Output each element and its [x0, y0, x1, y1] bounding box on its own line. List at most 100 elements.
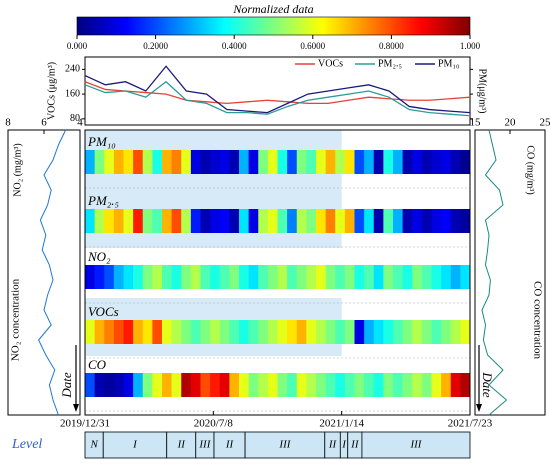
heat-cell	[171, 209, 182, 233]
heat-cell	[296, 209, 307, 233]
heat-cell	[373, 150, 384, 174]
heat-cell	[344, 320, 355, 344]
heat-cell	[123, 373, 134, 397]
heat-cell	[258, 150, 269, 174]
heat-cell	[190, 373, 201, 397]
heat-cell	[431, 373, 442, 397]
y-tick-label: 240	[65, 64, 80, 75]
heat-cell	[229, 150, 240, 174]
heat-cell	[171, 150, 182, 174]
heat-cell	[306, 373, 317, 397]
y2-axis-label: PM(μg/m³)	[477, 68, 488, 113]
legend-label: PM₂.₅	[378, 58, 402, 69]
heat-cell	[306, 320, 317, 344]
heat-cell	[181, 265, 192, 289]
x-tick-label: 2020/7/8	[194, 418, 234, 430]
plot-frame	[84, 56, 471, 126]
heat-cell	[402, 373, 413, 397]
heat-cell	[373, 320, 384, 344]
heat-cell	[393, 209, 404, 233]
segment-label: II	[177, 439, 187, 451]
heat-cell	[354, 265, 365, 289]
segment-label: I	[341, 439, 347, 451]
heat-cell	[450, 150, 461, 174]
heat-cell	[133, 373, 144, 397]
heat-cell	[200, 373, 211, 397]
annotation: CO concentration	[531, 281, 543, 359]
heat-cell	[85, 373, 96, 397]
heat-cell	[296, 150, 307, 174]
heat-cell	[441, 209, 452, 233]
heat-cell	[142, 209, 153, 233]
heat-cell	[181, 373, 192, 397]
heat-cell	[94, 150, 105, 174]
tick-label: 0.2000	[143, 41, 168, 51]
heat-cell	[210, 265, 221, 289]
heat-cell	[450, 373, 461, 397]
heat-cell	[94, 373, 105, 397]
heat-cell	[335, 265, 346, 289]
heat-cell	[277, 373, 288, 397]
heat-cell	[258, 209, 269, 233]
heat-cell	[181, 150, 192, 174]
heat-cell	[402, 265, 413, 289]
heat-cell	[431, 265, 442, 289]
heat-cell	[364, 209, 375, 233]
row-label: NO₂	[87, 249, 111, 264]
heat-cell	[239, 373, 250, 397]
x-tick-label: 6	[41, 117, 47, 129]
heat-cell	[306, 150, 317, 174]
heat-cell	[190, 209, 201, 233]
x-tick-label: 2021/1/14	[319, 418, 364, 430]
heat-cell	[239, 150, 250, 174]
heat-cell	[421, 150, 432, 174]
row-label: PM₂.₅	[87, 193, 119, 208]
heat-cell	[277, 150, 288, 174]
heat-cell	[104, 320, 115, 344]
segment-label: N	[89, 439, 98, 451]
heat-cell	[277, 209, 288, 233]
level-segment	[244, 431, 326, 459]
heat-cell	[441, 320, 452, 344]
heat-cell	[325, 373, 336, 397]
series-line	[84, 80, 471, 117]
heat-cell	[123, 265, 134, 289]
row-label: CO	[88, 357, 107, 372]
heat-cell	[402, 320, 413, 344]
heat-cell	[316, 209, 327, 233]
heat-cell	[142, 265, 153, 289]
heat-cell	[219, 150, 230, 174]
heat-cell	[412, 265, 423, 289]
heat-cell	[219, 265, 230, 289]
level-segment	[166, 431, 197, 459]
heat-cell	[344, 373, 355, 397]
heat-cell	[210, 209, 221, 233]
heat-cell	[287, 373, 298, 397]
heat-cell	[200, 320, 211, 344]
heat-cell	[142, 373, 153, 397]
heat-cell	[248, 209, 259, 233]
heat-cell	[354, 150, 365, 174]
level-label: Level	[11, 437, 42, 452]
heat-cell	[383, 320, 394, 344]
heat-cell	[364, 320, 375, 344]
tick-label: 0.000	[67, 41, 88, 51]
heat-cell	[421, 320, 432, 344]
heat-cell	[335, 373, 346, 397]
heat-cell	[383, 265, 394, 289]
y-axis-label: VOCs (μg/m³)	[46, 62, 57, 120]
heat-cell	[460, 209, 471, 233]
heat-cell	[287, 265, 298, 289]
x-tick-label: 4	[77, 117, 83, 129]
heat-cell	[219, 373, 230, 397]
heat-cell	[133, 265, 144, 289]
heat-cell	[287, 150, 298, 174]
heat-cell	[248, 150, 259, 174]
heat-cell	[171, 373, 182, 397]
heat-cell	[113, 209, 124, 233]
heat-cell	[133, 320, 144, 344]
segment-label: III	[278, 439, 291, 451]
heat-cell	[123, 320, 134, 344]
heat-cell	[373, 373, 384, 397]
heat-cell	[450, 265, 461, 289]
